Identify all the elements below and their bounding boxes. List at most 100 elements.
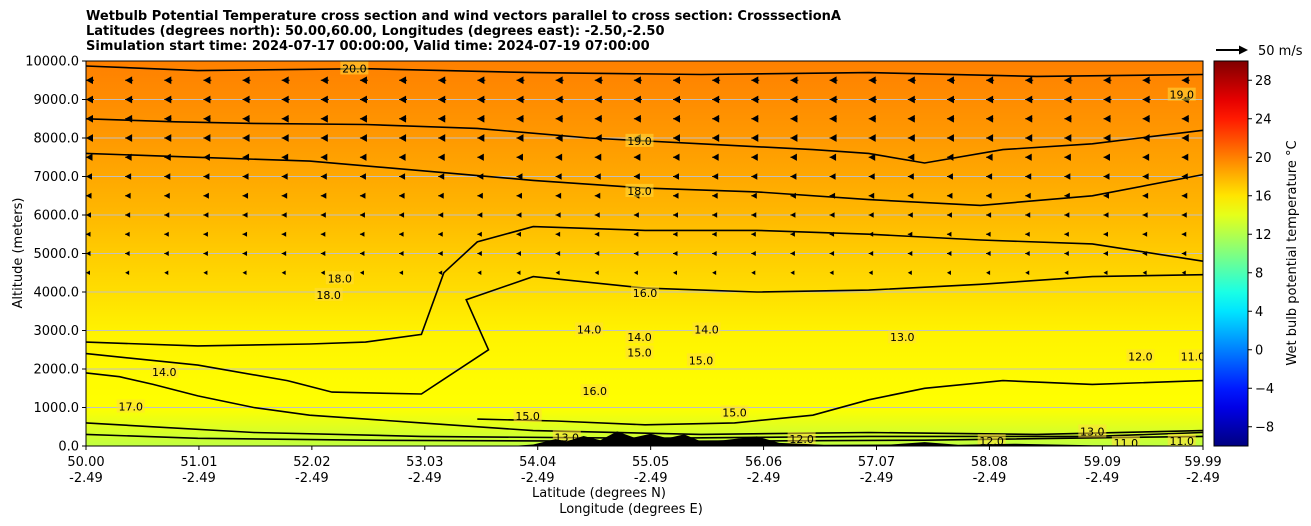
- wind-vector: [907, 114, 915, 123]
- wind-vector: [125, 231, 130, 237]
- wind-vector: [986, 153, 993, 161]
- contour-14.0: [86, 372, 1203, 436]
- wind-vector: [281, 153, 289, 161]
- contour-label-bg: [580, 384, 609, 398]
- wind-vector: [1103, 192, 1109, 199]
- wind-vector: [164, 153, 171, 161]
- y-tick-label: 9000.0: [34, 93, 80, 108]
- contour-label-bg: [116, 399, 145, 413]
- wind-vector: [86, 270, 90, 275]
- wind-vector: [477, 134, 485, 142]
- wind-vector: [86, 251, 91, 256]
- wind-vector: [1064, 173, 1071, 180]
- contour-label-bg: [977, 434, 1006, 446]
- wind-vector: [281, 192, 288, 199]
- wind-vector: [594, 212, 600, 218]
- wind-vector: [86, 134, 93, 142]
- wind-vector: [829, 153, 837, 161]
- wind-vector: [829, 114, 837, 123]
- wind-vector: [203, 251, 208, 256]
- contour-label-bg: [1111, 436, 1140, 446]
- wind-vector: [829, 173, 836, 180]
- x-tick-label-lon: -2.49: [973, 471, 1007, 486]
- wind-vector: [555, 153, 563, 161]
- wind-vector: [164, 192, 170, 199]
- wind-vector: [203, 173, 210, 180]
- wind-vector: [790, 270, 795, 275]
- wind-vector: [438, 134, 446, 142]
- terrain-profile: [86, 431, 1203, 446]
- x-tick-label-lon: -2.49: [860, 471, 894, 486]
- wind-vector: [399, 231, 404, 237]
- wind-vector: [1064, 270, 1069, 275]
- colorbar-frame: [1213, 60, 1249, 447]
- contour-label: 18.0: [328, 272, 353, 285]
- contour-label-bg: [686, 353, 715, 367]
- wind-vector: [594, 251, 600, 256]
- wind-vector: [125, 153, 132, 161]
- x-tick-label-lon: -2.49: [1086, 471, 1120, 486]
- wind-vector: [907, 212, 913, 218]
- wind-vector: [320, 270, 325, 275]
- wind-vector: [125, 114, 133, 123]
- wind-vector: [946, 173, 953, 180]
- wind-vector: [1142, 114, 1150, 123]
- wind-vector: [751, 251, 756, 256]
- wind-vector: [986, 251, 991, 256]
- wind-vector: [1181, 173, 1188, 180]
- contour-label: 13.0: [890, 331, 915, 344]
- contour-label: 16.0: [633, 287, 658, 300]
- contour-label-bg: [631, 285, 660, 299]
- wind-vector: [946, 76, 954, 85]
- wind-vector: [907, 95, 915, 104]
- wind-vector: [1103, 231, 1108, 237]
- x-tick-label-lat: 55.05: [632, 455, 669, 470]
- contour-label-bg: [1078, 424, 1107, 438]
- wind-vector: [242, 173, 249, 180]
- wind-vector: [790, 192, 796, 199]
- contour-label: 15.0: [627, 347, 652, 360]
- wind-vector: [125, 134, 133, 142]
- wind-vector: [281, 270, 286, 275]
- wind-vector: [320, 134, 328, 142]
- wind-vector: [242, 270, 247, 275]
- wind-vector: [790, 114, 798, 123]
- x-tick-label-lon: -2.49: [1186, 471, 1220, 486]
- wind-vector: [242, 212, 248, 218]
- wind-vector: [907, 270, 912, 275]
- contour-label: 17.0: [118, 401, 143, 414]
- contour-label: 12.0: [979, 435, 1004, 448]
- wind-vector: [164, 270, 169, 275]
- wind-vector: [1142, 76, 1150, 85]
- contour-20.0: [86, 65, 1203, 78]
- wind-vector: [633, 76, 641, 85]
- wind-vector: [477, 231, 482, 237]
- wind-vector: [751, 153, 758, 161]
- wind-vector: [399, 173, 406, 180]
- wind-vector: [751, 76, 759, 85]
- wind-vector: [868, 114, 876, 123]
- wind-vector: [516, 231, 521, 237]
- x-tick-label-lat: 57.07: [858, 455, 895, 470]
- wind-vector: [203, 76, 211, 85]
- wind-vector: [712, 231, 717, 237]
- wind-vector: [281, 76, 289, 85]
- wind-vector: [829, 231, 835, 237]
- contour-label-bg: [787, 432, 816, 446]
- wind-vector: [1064, 153, 1071, 161]
- plot-area: 20.0 19.0 19.0 18.0 18.0 18.0 16.0 15.0 15.0 15.0…: [86, 61, 1203, 448]
- wind-vector: [673, 192, 679, 199]
- wind-vector: [438, 173, 445, 180]
- wind-vector: [438, 76, 446, 85]
- wind-vector: [399, 212, 405, 218]
- wind-vector: [946, 114, 954, 123]
- wind-vector: [477, 192, 483, 199]
- wind-vector: [320, 95, 328, 104]
- colorbar-tick-label: 8: [1255, 266, 1263, 281]
- wind-vector: [986, 134, 994, 142]
- wind-vector: [399, 95, 407, 104]
- wind-vector: [673, 76, 681, 85]
- x-tick-label-lon: -2.49: [408, 471, 442, 486]
- wind-vector: [790, 95, 798, 104]
- wind-vector: [868, 192, 875, 199]
